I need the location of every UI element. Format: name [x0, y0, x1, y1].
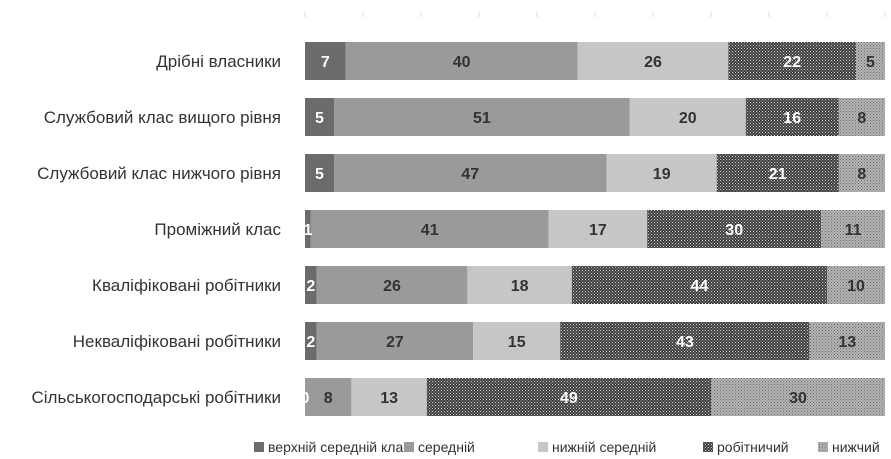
bar-segment — [310, 210, 549, 248]
category-label: Сільськогосподарські робітники — [32, 388, 282, 407]
bar-segment — [711, 378, 885, 416]
data-label: 5 — [866, 54, 875, 71]
data-label: 13 — [380, 390, 398, 407]
data-label: 47 — [461, 166, 479, 183]
legend-label: верхній середній клас — [268, 439, 410, 455]
data-label: 44 — [691, 278, 709, 295]
category-label: Службовий клас нижчого рівня — [37, 164, 281, 183]
data-label: 5 — [315, 110, 324, 127]
bar-segment — [716, 154, 839, 192]
data-label: 30 — [725, 222, 743, 239]
data-label: 22 — [783, 54, 801, 71]
bar-segment — [809, 322, 885, 360]
legend-swatch — [818, 442, 828, 452]
data-label: 26 — [644, 54, 662, 71]
bar-segment — [305, 210, 311, 248]
data-label: 40 — [453, 54, 471, 71]
bar-segment — [827, 266, 885, 304]
data-label: 1 — [303, 222, 312, 239]
data-label: 26 — [383, 278, 401, 295]
value-labels: 7 40 26 22 55 51 20 16 85 47 19 21 81 41 17 30 112 26 18 44… — [301, 54, 876, 407]
legend-label: робітничий — [717, 439, 789, 455]
bar-segment — [577, 42, 729, 80]
data-label: 27 — [386, 334, 404, 351]
data-label: 8 — [324, 390, 333, 407]
bar-segment — [629, 98, 746, 136]
category-label: Дрібні власники — [156, 52, 281, 71]
data-label: 0 — [301, 390, 310, 407]
category-label: Кваліфіковані робітники — [92, 276, 281, 295]
bar-segment — [571, 266, 827, 304]
legend-swatch — [538, 442, 548, 452]
bar-segment — [305, 266, 317, 304]
data-label: 8 — [857, 110, 866, 127]
bar-segment — [334, 154, 607, 192]
data-label: 43 — [676, 334, 694, 351]
bar-segment — [334, 98, 630, 136]
bars — [305, 42, 885, 416]
data-label: 10 — [847, 278, 865, 295]
bar-segment — [467, 266, 572, 304]
bar-segment — [305, 42, 346, 80]
legend-label: нижній середній — [552, 439, 656, 455]
legend: верхній середній клас середній нижній сере… — [254, 439, 880, 455]
bar-segment — [473, 322, 561, 360]
bar-segment — [305, 378, 352, 416]
data-label: 5 — [315, 166, 324, 183]
data-label: 51 — [473, 110, 491, 127]
data-label: 11 — [845, 222, 862, 239]
category-labels: Дрібні власники Службовий клас вищого рів… — [32, 52, 282, 407]
data-label: 15 — [508, 334, 526, 351]
bar-segment — [745, 98, 839, 136]
data-label: 16 — [783, 110, 801, 127]
bar-segment — [305, 322, 317, 360]
legend-swatch — [703, 442, 713, 452]
data-label: 13 — [838, 334, 856, 351]
bar-segment — [316, 322, 474, 360]
category-label: Службовий клас вищого рівня — [44, 108, 281, 127]
bar-segment — [856, 42, 885, 80]
category-label: Проміжний клас — [154, 220, 281, 239]
data-label: 2 — [306, 278, 315, 295]
bar-segment — [305, 154, 334, 192]
data-label: 49 — [560, 390, 578, 407]
bar-segment — [305, 98, 334, 136]
axis-ticks — [304, 12, 886, 17]
legend-label: середній — [418, 439, 475, 455]
bar-segment — [606, 154, 717, 192]
legend-swatch — [404, 442, 414, 452]
bar-segment — [351, 378, 427, 416]
data-label: 7 — [321, 54, 330, 71]
data-label: 19 — [653, 166, 671, 183]
bar-segment — [838, 154, 885, 192]
data-label: 8 — [857, 166, 866, 183]
data-label: 18 — [511, 278, 529, 295]
bar-segment — [821, 210, 885, 248]
bar-segment — [647, 210, 822, 248]
data-label: 41 — [421, 222, 439, 239]
category-label: Некваліфіковані робітники — [73, 332, 281, 351]
data-label: 21 — [769, 166, 787, 183]
data-label: 20 — [679, 110, 697, 127]
bar-segment — [548, 210, 648, 248]
bar-segment — [345, 42, 578, 80]
bar-segment — [316, 266, 468, 304]
bar-segment — [838, 98, 885, 136]
data-label: 30 — [789, 390, 807, 407]
data-label: 2 — [306, 334, 315, 351]
legend-swatch — [254, 442, 264, 452]
bar-segment — [560, 322, 810, 360]
data-label: 17 — [589, 222, 607, 239]
bar-segment — [728, 42, 856, 80]
bar-segment — [426, 378, 711, 416]
legend-label: нижчий — [832, 439, 880, 455]
